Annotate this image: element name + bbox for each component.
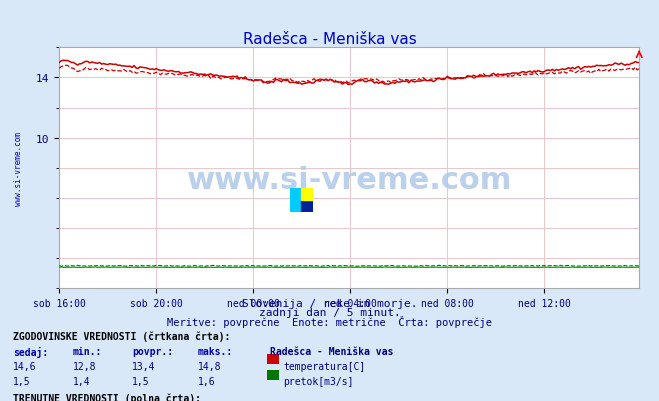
Bar [301, 188, 313, 200]
Text: 1,5: 1,5 [132, 377, 150, 387]
Text: maks.:: maks.: [198, 346, 233, 356]
Text: Slovenija / reke in morje.: Slovenija / reke in morje. [242, 299, 417, 309]
Text: min.:: min.: [72, 346, 102, 356]
Text: www.si-vreme.com: www.si-vreme.com [14, 132, 23, 205]
Bar [290, 188, 301, 213]
Text: sedaj:: sedaj: [13, 346, 48, 357]
Text: 14,6: 14,6 [13, 361, 37, 371]
Text: temperatura[C]: temperatura[C] [283, 361, 366, 371]
Text: TRENUTNE VREDNOSTI (polna črta):: TRENUTNE VREDNOSTI (polna črta): [13, 393, 201, 401]
Text: 1,6: 1,6 [198, 377, 215, 387]
Text: Radešca - Meniška vas: Radešca - Meniška vas [270, 346, 393, 356]
Text: ZGODOVINSKE VREDNOSTI (črtkana črta):: ZGODOVINSKE VREDNOSTI (črtkana črta): [13, 331, 231, 341]
Text: Meritve: povprečne  Enote: metrične  Črta: povprečje: Meritve: povprečne Enote: metrične Črta:… [167, 315, 492, 327]
Text: 1,4: 1,4 [72, 377, 90, 387]
Text: povpr.:: povpr.: [132, 346, 173, 356]
Text: 14,8: 14,8 [198, 361, 221, 371]
Text: Radešca - Meniška vas: Radešca - Meniška vas [243, 32, 416, 47]
Text: pretok[m3/s]: pretok[m3/s] [283, 377, 354, 387]
Text: www.si-vreme.com: www.si-vreme.com [186, 166, 512, 195]
Bar [301, 200, 313, 213]
Text: 12,8: 12,8 [72, 361, 96, 371]
Text: zadnji dan / 5 minut.: zadnji dan / 5 minut. [258, 307, 401, 317]
Text: 13,4: 13,4 [132, 361, 156, 371]
Text: 1,5: 1,5 [13, 377, 31, 387]
